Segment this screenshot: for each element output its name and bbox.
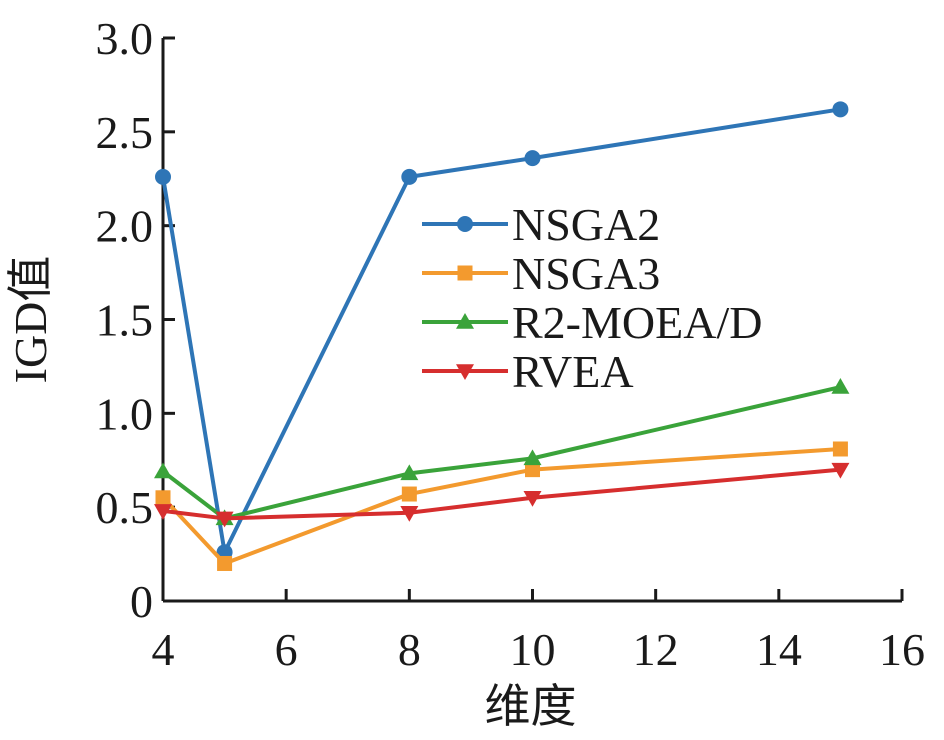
x-tick-label: 12 bbox=[633, 624, 679, 675]
data-point bbox=[832, 101, 849, 118]
data-point bbox=[523, 449, 542, 466]
data-point bbox=[154, 504, 172, 520]
x-tick-label: 14 bbox=[756, 624, 802, 675]
data-point bbox=[400, 464, 419, 481]
series-line bbox=[161, 385, 841, 521]
y-ticks: 0 0.5 1.0 1.5 2.0 2.5 3.0 bbox=[96, 13, 175, 627]
y-tick-label: 2.0 bbox=[96, 201, 154, 252]
legend-label: RVEA bbox=[512, 346, 634, 397]
x-tick-label: 16 bbox=[879, 624, 925, 675]
y-tick-label: 0 bbox=[130, 576, 153, 627]
y-tick-label: 1.5 bbox=[96, 295, 154, 346]
series-r2-moea-d bbox=[154, 378, 850, 526]
series-nsga2 bbox=[155, 101, 849, 561]
legend-label: NSGA2 bbox=[512, 199, 660, 250]
data-point bbox=[154, 462, 172, 479]
series-nsga3 bbox=[155, 441, 848, 571]
data-point bbox=[524, 150, 541, 167]
data-point bbox=[155, 168, 171, 185]
data-point bbox=[831, 378, 850, 394]
data-point bbox=[155, 490, 171, 506]
data-point bbox=[401, 486, 417, 502]
data-point bbox=[401, 168, 418, 185]
legend-item: NSGA2 bbox=[422, 199, 660, 250]
y-tick-label: 1.0 bbox=[96, 388, 154, 439]
legend-label: NSGA3 bbox=[512, 248, 660, 299]
y-axis-title: IGD值 bbox=[5, 256, 56, 384]
legend-label: R2-MOEA/D bbox=[512, 297, 762, 348]
legend-marker bbox=[456, 313, 474, 329]
x-tick-label: 4 bbox=[152, 624, 175, 675]
legend-marker bbox=[456, 364, 474, 380]
x-axis-title: 维度 bbox=[485, 681, 577, 732]
data-point bbox=[831, 462, 850, 479]
y-tick-label: 0.5 bbox=[96, 482, 154, 533]
series-layer bbox=[154, 101, 850, 571]
legend-marker bbox=[457, 265, 473, 281]
data-point bbox=[525, 462, 540, 478]
legend-marker bbox=[457, 216, 473, 232]
legend-item: R2-MOEA/D bbox=[422, 297, 762, 348]
data-point bbox=[217, 555, 233, 571]
y-tick-label: 2.5 bbox=[96, 107, 154, 158]
series-rvea bbox=[154, 462, 850, 528]
x-tick-label: 10 bbox=[510, 624, 556, 675]
x-tick-label: 6 bbox=[275, 624, 298, 675]
legend-item: RVEA bbox=[422, 346, 634, 397]
data-point bbox=[523, 491, 542, 507]
y-tick-label: 3.0 bbox=[96, 13, 154, 64]
x-tick-label: 8 bbox=[398, 624, 421, 675]
series-line bbox=[161, 446, 841, 566]
legend-item: NSGA3 bbox=[422, 248, 660, 299]
data-point bbox=[400, 506, 419, 522]
data-point bbox=[832, 441, 848, 457]
x-ticks: 4 6 8 10 12 14 16 bbox=[152, 589, 925, 675]
data-point bbox=[215, 511, 234, 528]
